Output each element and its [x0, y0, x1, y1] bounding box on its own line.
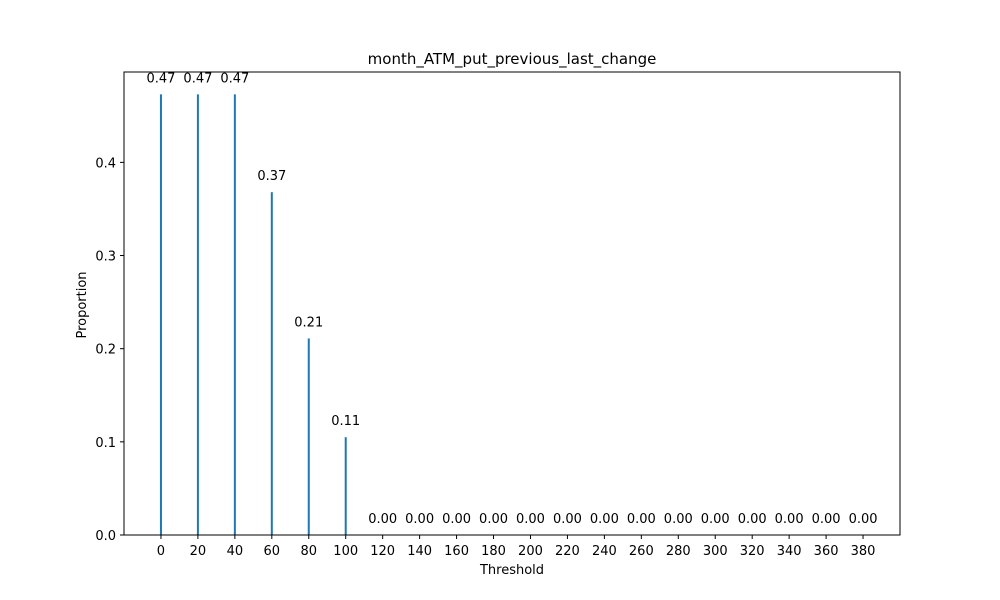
x-tick-label: 80 — [300, 544, 317, 559]
data-label: 0.00 — [405, 512, 434, 527]
x-tick-label: 160 — [444, 544, 469, 559]
x-tick-label: 200 — [518, 544, 543, 559]
y-axis: 0.0 0.1 0.2 0.3 0.4 — [95, 156, 124, 544]
data-label: 0.00 — [627, 512, 656, 527]
x-tick-label: 220 — [555, 544, 580, 559]
data-label: 0.00 — [479, 512, 508, 527]
data-label: 0.47 — [146, 71, 175, 86]
x-tick-label: 260 — [629, 544, 654, 559]
data-label: 0.11 — [331, 414, 360, 429]
bar — [159, 94, 162, 535]
data-label: 0.47 — [183, 71, 212, 86]
x-axis-label: Threshold — [479, 563, 544, 578]
x-tick-label: 240 — [592, 544, 617, 559]
bar — [233, 94, 236, 535]
data-label: 0.00 — [849, 512, 878, 527]
data-label: 0.37 — [257, 169, 286, 184]
x-tick-label: 380 — [851, 544, 876, 559]
y-tick-label: 0.2 — [95, 343, 116, 358]
y-tick-label: 0.4 — [95, 156, 116, 171]
x-tick-label: 20 — [190, 544, 207, 559]
chart-title: month_ATM_put_previous_last_change — [368, 50, 657, 69]
data-label: 0.00 — [590, 512, 619, 527]
y-axis-label: Proportion — [75, 271, 90, 338]
x-tick-label: 300 — [703, 544, 728, 559]
data-label: 0.21 — [294, 315, 323, 330]
y-tick-label: 0.3 — [95, 250, 116, 265]
plot-frame — [123, 71, 901, 536]
y-tick-label: 0.1 — [95, 436, 116, 451]
data-label: 0.00 — [664, 512, 693, 527]
x-tick-label: 280 — [666, 544, 691, 559]
data-label: 0.00 — [516, 512, 545, 527]
x-tick-label: 140 — [407, 544, 432, 559]
bar — [270, 192, 273, 535]
data-label: 0.47 — [220, 71, 249, 86]
x-axis: 0 20 40 60 80 100 120 140 160 180 200 220 240 260 280 3… — [157, 535, 876, 559]
data-label: 0.00 — [738, 512, 767, 527]
x-tick-label: 180 — [481, 544, 506, 559]
bar — [307, 338, 310, 535]
data-label: 0.00 — [812, 512, 841, 527]
data-label: 0.00 — [775, 512, 804, 527]
x-tick-label: 0 — [157, 544, 165, 559]
y-tick-label: 0.0 — [95, 529, 116, 544]
data-label: 0.00 — [553, 512, 582, 527]
bar — [344, 437, 347, 535]
x-tick-label: 40 — [227, 544, 244, 559]
x-tick-label: 340 — [777, 544, 802, 559]
data-label: 0.00 — [701, 512, 730, 527]
x-tick-label: 360 — [814, 544, 839, 559]
data-label: 0.00 — [442, 512, 471, 527]
x-tick-label: 100 — [333, 544, 358, 559]
x-tick-label: 120 — [370, 544, 395, 559]
bars-group — [159, 94, 347, 535]
x-tick-label: 60 — [264, 544, 281, 559]
bar — [196, 94, 199, 535]
x-tick-label: 320 — [740, 544, 765, 559]
data-labels-group: 0.47 0.47 0.47 0.37 0.21 0.11 0.00 0.00 0.00 0.00… — [146, 71, 877, 527]
data-label: 0.00 — [368, 512, 397, 527]
